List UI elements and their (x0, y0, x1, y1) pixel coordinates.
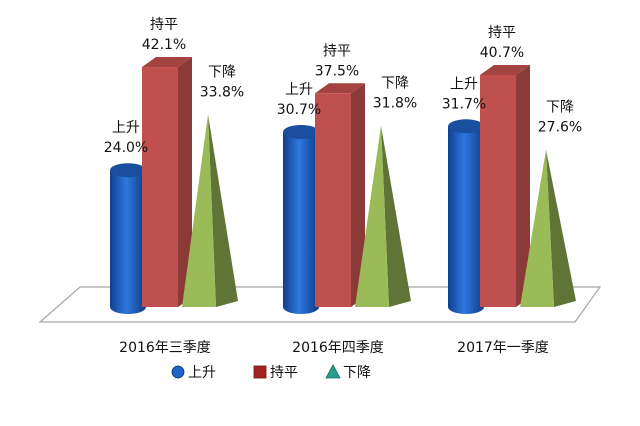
data-label-name-1-1: 持平 (323, 43, 351, 59)
chart-marks (110, 57, 576, 314)
data-label-value-1-1: 37.5% (315, 63, 359, 79)
legend-item-2: 下降 (325, 364, 371, 381)
data-label-name-0-0: 上升 (112, 120, 140, 136)
legend-item-0: 上升 (171, 365, 216, 381)
legend-label-2: 下降 (343, 365, 371, 381)
data-label-value-0-2: 31.7% (442, 96, 486, 112)
data-label-name-0-2: 上升 (450, 76, 478, 92)
mark-1-1 (315, 83, 365, 307)
chart-data-labels: 上升 24.0% 持平 42.1% 下降 33.8% 上升 30.7% 持平 37.5% 下降 31.… (104, 17, 582, 156)
data-label-value-2-0: 33.8% (200, 84, 244, 100)
category-label-0: 2016年三季度 (119, 340, 211, 356)
mark-1-0 (142, 57, 192, 307)
data-label-name-0-1: 上升 (285, 82, 313, 98)
legend-label-1: 持平 (270, 365, 298, 381)
data-label-value-0-0: 24.0% (104, 140, 148, 156)
category-label-1: 2016年四季度 (292, 340, 384, 356)
mark-2-0 (182, 114, 238, 307)
chart-category-labels: 2016年三季度 2016年四季度 2017年一季度 (119, 340, 549, 356)
data-label-name-2-1: 下降 (381, 76, 409, 92)
legend-marker-2 (325, 364, 341, 379)
mark-2-1 (355, 125, 411, 308)
data-label-value-1-0: 42.1% (142, 37, 186, 53)
mark-0-2 (448, 119, 484, 314)
mark-0-0 (110, 163, 146, 314)
data-label-value-0-1: 30.7% (277, 102, 321, 118)
data-label-value-1-2: 40.7% (480, 45, 524, 61)
category-label-2: 2017年一季度 (457, 340, 549, 356)
data-label-name-2-0: 下降 (208, 64, 236, 80)
legend-label-0: 上升 (188, 365, 216, 381)
data-label-value-2-1: 31.8% (373, 96, 417, 112)
mark-0-1 (283, 125, 319, 314)
data-label-value-2-2: 27.6% (538, 120, 582, 136)
legend-marker-0 (171, 365, 185, 379)
legend-item-1: 持平 (253, 365, 298, 381)
chart-legend: 上升 持平 下降 (171, 364, 371, 381)
mark-1-2 (480, 65, 530, 307)
data-label-name-1-2: 持平 (488, 25, 516, 41)
mark-2-2 (520, 149, 576, 307)
legend-marker-1 (253, 365, 267, 379)
data-label-name-1-0: 持平 (150, 17, 178, 33)
data-label-name-2-2: 下降 (546, 100, 574, 116)
